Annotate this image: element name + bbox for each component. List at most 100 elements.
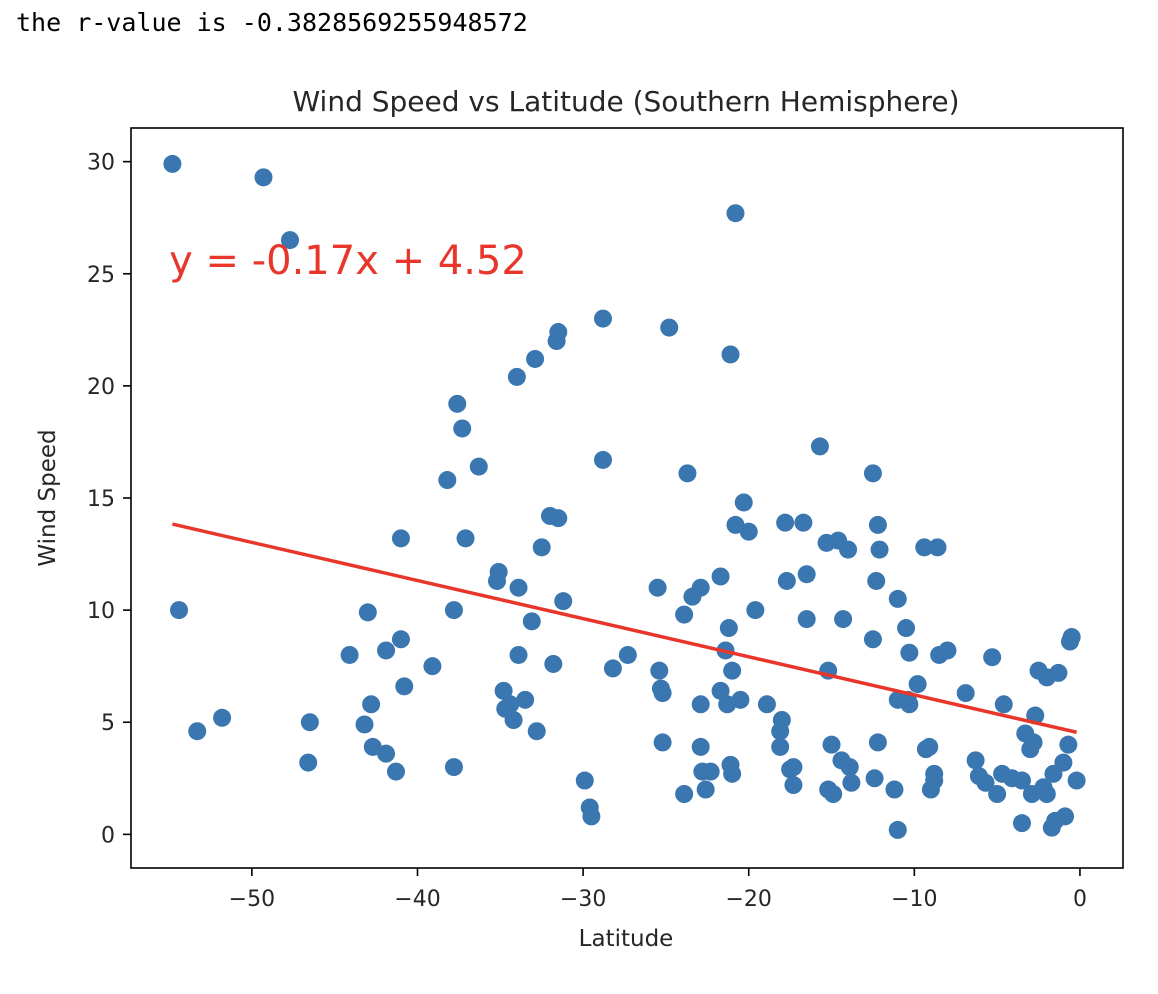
- data-point: [509, 578, 528, 597]
- data-point: [723, 661, 742, 680]
- x-axis-label: Latitude: [579, 926, 674, 952]
- data-point: [650, 661, 669, 680]
- data-point: [920, 737, 939, 756]
- data-point: [526, 349, 545, 368]
- data-point: [340, 645, 359, 664]
- data-point: [1056, 807, 1075, 826]
- data-point: [391, 529, 410, 548]
- data-point: [1054, 753, 1073, 772]
- data-point: [900, 695, 919, 714]
- data-point: [719, 619, 738, 638]
- data-point: [549, 323, 568, 342]
- data-point: [386, 762, 405, 781]
- data-point: [840, 758, 859, 777]
- data-point: [900, 643, 919, 662]
- data-point: [675, 785, 694, 803]
- data-point: [863, 464, 882, 483]
- x-tick-label: −40: [394, 887, 440, 912]
- data-point: [363, 737, 382, 756]
- data-point: [469, 457, 488, 476]
- data-point: [810, 437, 829, 456]
- data-point: [653, 733, 672, 752]
- data-point: [757, 695, 776, 714]
- data-point: [797, 610, 816, 629]
- data-point: [897, 619, 916, 638]
- x-tick-label: 0: [1073, 887, 1087, 912]
- data-point: [701, 762, 720, 781]
- data-point: [888, 820, 907, 839]
- data-point: [739, 522, 758, 541]
- data-point: [822, 735, 841, 754]
- data-point: [1012, 771, 1031, 790]
- data-point: [358, 603, 377, 622]
- data-point: [544, 654, 563, 673]
- data-point: [731, 690, 750, 709]
- data-point: [726, 515, 745, 534]
- data-point: [300, 713, 319, 732]
- data-point: [456, 529, 475, 548]
- data-point: [501, 695, 520, 714]
- data-point: [723, 764, 742, 783]
- data-point: [593, 309, 612, 328]
- data-point: [170, 601, 189, 620]
- y-tick-label: 0: [101, 823, 115, 848]
- data-point: [254, 168, 273, 187]
- data-point: [603, 659, 622, 678]
- data-point: [842, 773, 861, 792]
- data-point: [1067, 771, 1086, 790]
- data-point: [648, 578, 667, 597]
- y-tick-label: 15: [87, 487, 115, 512]
- data-point: [691, 695, 710, 714]
- data-point: [678, 464, 697, 483]
- data-point: [423, 657, 442, 676]
- data-point: [554, 592, 573, 611]
- data-point: [928, 538, 947, 557]
- plot-frame: [130, 127, 1124, 869]
- x-tick-label: −30: [560, 887, 606, 912]
- data-point: [280, 231, 299, 250]
- chart-title: Wind Speed vs Latitude (Southern Hemisph…: [292, 85, 959, 118]
- data-point: [915, 538, 934, 557]
- data-point: [776, 513, 795, 532]
- data-point: [867, 571, 886, 590]
- data-point: [355, 715, 374, 734]
- y-tick-label: 20: [87, 375, 115, 400]
- data-point: [377, 744, 396, 763]
- regression-line: [172, 522, 1078, 734]
- data-point: [509, 645, 528, 664]
- data-point: [794, 513, 813, 532]
- data-point: [395, 677, 414, 696]
- data-point: [438, 471, 457, 490]
- data-point: [711, 681, 730, 700]
- data-point: [549, 509, 568, 528]
- data-point: [938, 641, 957, 660]
- data-points: [163, 154, 1086, 839]
- y-tick-label: 25: [87, 263, 115, 288]
- y-axis-label: Wind Speed: [35, 429, 61, 566]
- data-point: [863, 630, 882, 649]
- data-point: [691, 737, 710, 756]
- data-point: [994, 695, 1013, 714]
- y-tick-label: 10: [87, 599, 115, 624]
- data-point: [532, 538, 551, 557]
- data-point: [391, 630, 410, 649]
- y-tick-label: 30: [87, 151, 115, 176]
- y-tick-label: 5: [101, 711, 115, 736]
- data-point: [1024, 733, 1043, 752]
- y-axis-ticks: 0 5 10 15 20 25 30: [87, 151, 131, 848]
- data-point: [696, 780, 715, 799]
- data-point: [448, 394, 467, 413]
- data-point: [507, 367, 526, 386]
- data-point: [956, 684, 975, 703]
- data-point: [726, 204, 745, 223]
- data-point: [784, 758, 803, 777]
- data-point: [1049, 663, 1068, 682]
- data-point: [1062, 628, 1081, 647]
- data-point: [527, 722, 546, 741]
- data-point: [908, 675, 927, 694]
- x-tick-label: −50: [229, 887, 275, 912]
- data-point: [1012, 814, 1031, 833]
- data-point: [653, 684, 672, 703]
- data-point: [824, 785, 843, 803]
